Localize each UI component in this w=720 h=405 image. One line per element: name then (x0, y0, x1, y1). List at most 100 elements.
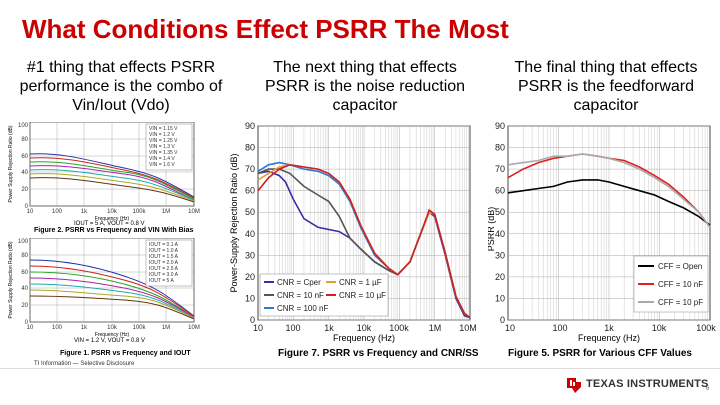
x-tick-label: 100 (52, 209, 63, 215)
y-tick-label: 80 (245, 143, 255, 153)
vin-psrr-chart: VIN = 1.15 V VIN = 1.2 V VIN = 1.25 V VI… (8, 122, 200, 234)
x-tick-label: 10k (652, 323, 667, 333)
x-tick-label: 1M (162, 325, 170, 331)
x-tick-label: 1k (81, 325, 88, 331)
x-axis-label: Frequency (Hz) (578, 333, 640, 343)
iout-psrr-chart: IOUT = 0.1 A IOUT = 1.0 A IOUT = 1.5 A I… (8, 238, 200, 357)
y-tick-label: 30 (245, 250, 255, 260)
legend-entry: VIN = 1.4 V (149, 156, 175, 162)
y-tick-label: 40 (21, 286, 28, 292)
x-tick-label: 10M (188, 325, 200, 331)
x-tick-label: 1k (604, 323, 614, 333)
y-tick-label: 100 (18, 123, 29, 129)
legend-entry: CNR = 1 µF (339, 278, 382, 287)
y-tick-label: 60 (245, 186, 255, 196)
y-tick-label: 30 (495, 250, 505, 260)
y-tick-label: 40 (495, 229, 505, 239)
x-tick-label: 1M (429, 323, 442, 333)
y-tick-label: 50 (495, 207, 505, 217)
legend-entry: CFF = Open (658, 262, 702, 271)
y-tick-label: 80 (21, 137, 28, 143)
y-tick-label: 0 (500, 315, 505, 325)
y-tick-label: 0 (25, 204, 29, 210)
legend-entry: CNR = Cper (277, 278, 321, 287)
y-tick-label: 80 (495, 143, 505, 153)
y-tick-label: 0 (250, 315, 255, 325)
legend-entry: IOUT = 1.5 A (149, 254, 179, 260)
series-line (507, 179, 711, 226)
ti-logo-icon (567, 378, 581, 393)
x-tick-label: 10 (253, 323, 263, 333)
y-axis-label: Power-Supply Rejection Ratio (dB) (229, 153, 239, 292)
y-tick-label: 60 (21, 154, 28, 160)
y-tick-label: 40 (21, 170, 28, 176)
y-tick-label: 60 (21, 270, 28, 276)
x-tick-label: 100k (132, 209, 146, 215)
y-tick-label: 0 (25, 320, 29, 326)
y-tick-label: 50 (245, 207, 255, 217)
x-tick-label: 10M (188, 209, 200, 215)
x-axis-label: Frequency (Hz) (333, 333, 395, 343)
col1-text: #1 thing that effects PSRR performance i… (19, 59, 223, 114)
x-tick-label: 1k (324, 323, 334, 333)
legend-entry: CFF = 10 pF (658, 298, 703, 307)
y-tick-label: 100 (18, 239, 29, 245)
page-number: 6 (706, 386, 710, 392)
y-tick-label: 10 (245, 293, 255, 303)
x-tick-label: 100 (285, 323, 300, 333)
y-tick-label: 20 (495, 272, 505, 282)
y-tick-label: 60 (495, 186, 505, 196)
x-tick-label: 10 (505, 323, 515, 333)
figure-caption: Figure 1. PSRR vs Frequency and IOUT (60, 350, 191, 357)
footer-divider (0, 368, 720, 369)
x-tick-label: 10k (107, 325, 118, 331)
x-tick-label: 100 (52, 325, 63, 331)
y-tick-label: 70 (245, 164, 255, 174)
legend-entry: CFF = 10 nF (658, 280, 703, 289)
x-tick-label: 1k (81, 209, 88, 215)
x-axis-label: Frequency (Hz) (95, 332, 130, 338)
legend-entry: VIN = 1.3 V (149, 144, 175, 150)
x-tick-label: 10k (357, 323, 372, 333)
y-tick-label: 20 (21, 187, 28, 193)
y-tick-label: 40 (245, 229, 255, 239)
x-axis-label: Frequency (Hz) (95, 216, 130, 222)
figure-condition: IOUT = 5 A, VOUT = 0.8 V (74, 221, 144, 227)
y-tick-label: 70 (495, 164, 505, 174)
legend-entry: CNR = 10 µF (339, 291, 386, 300)
x-tick-label: 10M (459, 323, 477, 333)
x-tick-label: 10 (27, 325, 34, 331)
y-tick-label: 90 (495, 121, 505, 131)
series-line (507, 153, 711, 228)
legend-entry: CNR = 10 nF (277, 291, 324, 300)
x-tick-label: 100k (132, 325, 146, 331)
col2-text: The next thing that effects PSRR is the … (264, 59, 466, 114)
series-line (257, 163, 471, 319)
footer-disclosure: TI Information — Selective Disclosure (34, 361, 135, 367)
figure-caption: Figure 5. PSRR for Various CFF Values (508, 348, 692, 359)
figure-condition: VIN = 1.2 V, VOUT = 0.8 V (74, 338, 145, 344)
legend-entry: IOUT = 3.0 A (149, 272, 179, 278)
legend-entry: IOUT = 5 A (149, 278, 174, 284)
slide-title: What Conditions Effect PSRR The Most (22, 14, 509, 44)
y-tick-label: 90 (245, 121, 255, 131)
y-axis-label: Power Supply Rejection Ratio (dB) (8, 241, 14, 318)
y-axis-label: PSRR (dB) (488, 207, 496, 252)
x-tick-label: 10 (27, 209, 34, 215)
legend-entry: IOUT = 2.5 A (149, 266, 179, 272)
y-tick-label: 10 (495, 293, 505, 303)
col3-text: The final thing that effects PSRR is the… (514, 59, 698, 114)
y-tick-label: 20 (245, 272, 255, 282)
legend-entry: VIN = 1.6 V (149, 162, 175, 168)
ti-brand-name: Texas Instruments (586, 378, 709, 390)
x-tick-label: 1M (162, 209, 170, 215)
x-tick-label: 100k (696, 323, 716, 333)
x-tick-label: 10k (107, 209, 118, 215)
legend-entry: VIN = 1.2 V (149, 132, 175, 138)
legend-entry: IOUT = 1.0 A (149, 248, 179, 254)
legend-entry: IOUT = 2.0 A (149, 260, 179, 266)
y-tick-label: 20 (21, 303, 28, 309)
legend-entry: VIN = 1.25 V (149, 138, 178, 144)
